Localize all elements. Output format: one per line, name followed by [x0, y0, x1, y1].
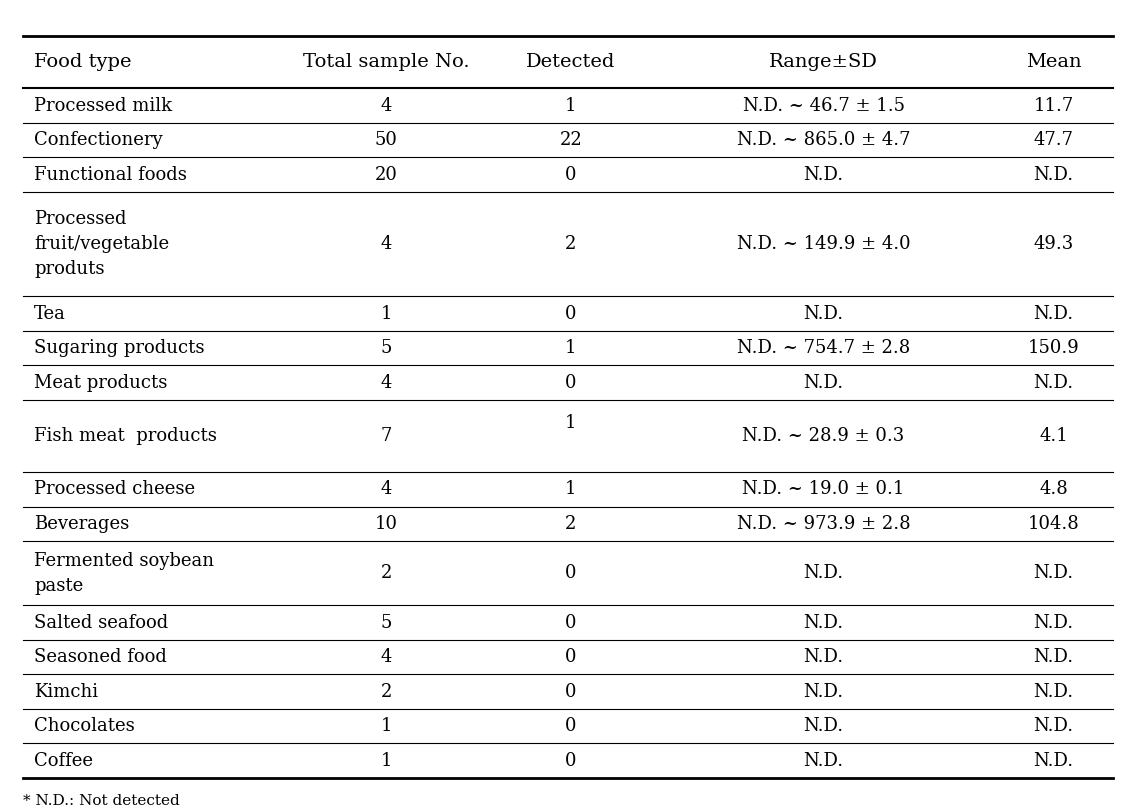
- Text: N.D.: N.D.: [1034, 565, 1074, 582]
- Text: 0: 0: [565, 752, 577, 770]
- Text: 0: 0: [565, 373, 577, 391]
- Text: 4: 4: [381, 373, 392, 391]
- Text: N.D.: N.D.: [803, 614, 844, 632]
- Text: Chocolates: Chocolates: [34, 717, 135, 735]
- Text: N.D.: N.D.: [803, 752, 844, 770]
- Text: N.D. ~ 28.9 ± 0.3: N.D. ~ 28.9 ± 0.3: [743, 427, 904, 445]
- Text: 4.1: 4.1: [1039, 427, 1068, 445]
- Text: N.D. ~ 865.0 ± 4.7: N.D. ~ 865.0 ± 4.7: [737, 131, 910, 149]
- Text: 0: 0: [565, 717, 577, 735]
- Text: N.D.: N.D.: [1034, 683, 1074, 701]
- Text: Coffee: Coffee: [34, 752, 93, 770]
- Text: N.D.: N.D.: [803, 717, 844, 735]
- Text: N.D.: N.D.: [1034, 648, 1074, 666]
- Text: Seasoned food: Seasoned food: [34, 648, 167, 666]
- Text: 4: 4: [381, 235, 392, 253]
- Text: 11.7: 11.7: [1034, 96, 1074, 114]
- Text: Tea: Tea: [34, 305, 66, 322]
- Text: Confectionery: Confectionery: [34, 131, 162, 149]
- Text: N.D.: N.D.: [803, 565, 844, 582]
- Text: 47.7: 47.7: [1034, 131, 1074, 149]
- Text: N.D.: N.D.: [803, 648, 844, 666]
- Text: 4: 4: [381, 96, 392, 114]
- Text: Functional foods: Functional foods: [34, 165, 187, 184]
- Text: Range±SD: Range±SD: [769, 53, 878, 71]
- Text: Total sample No.: Total sample No.: [303, 53, 469, 71]
- Text: 22: 22: [559, 131, 583, 149]
- Text: Meat products: Meat products: [34, 373, 167, 391]
- Text: N.D.: N.D.: [1034, 614, 1074, 632]
- Text: 4.8: 4.8: [1039, 480, 1068, 498]
- Text: Sugaring products: Sugaring products: [34, 339, 204, 357]
- Text: N.D. ~ 19.0 ± 0.1: N.D. ~ 19.0 ± 0.1: [743, 480, 904, 498]
- Text: Mean: Mean: [1026, 53, 1081, 71]
- Text: N.D.: N.D.: [1034, 717, 1074, 735]
- Text: N.D. ~ 46.7 ± 1.5: N.D. ~ 46.7 ± 1.5: [743, 96, 904, 114]
- Text: 4: 4: [381, 480, 392, 498]
- Text: 49.3: 49.3: [1034, 235, 1074, 253]
- Text: N.D.: N.D.: [803, 305, 844, 322]
- Text: Detected: Detected: [526, 53, 616, 71]
- Text: 0: 0: [565, 683, 577, 701]
- Text: 1: 1: [381, 752, 392, 770]
- Text: N.D.: N.D.: [803, 165, 844, 184]
- Text: Fermented soybean
paste: Fermented soybean paste: [34, 552, 214, 595]
- Text: N.D. ~ 149.9 ± 4.0: N.D. ~ 149.9 ± 4.0: [737, 235, 910, 253]
- Text: 5: 5: [381, 614, 392, 632]
- Text: N.D.: N.D.: [1034, 373, 1074, 391]
- Text: 10: 10: [375, 515, 398, 533]
- Text: N.D. ~ 754.7 ± 2.8: N.D. ~ 754.7 ± 2.8: [737, 339, 910, 357]
- Text: 2: 2: [381, 683, 392, 701]
- Text: 2: 2: [381, 565, 392, 582]
- Text: Fish meat  products: Fish meat products: [34, 427, 217, 445]
- Text: 1: 1: [565, 414, 577, 433]
- Text: 50: 50: [375, 131, 398, 149]
- Text: 104.8: 104.8: [1028, 515, 1079, 533]
- Text: 150.9: 150.9: [1028, 339, 1079, 357]
- Text: 1: 1: [565, 96, 577, 114]
- Text: Kimchi: Kimchi: [34, 683, 98, 701]
- Text: 5: 5: [381, 339, 392, 357]
- Text: 2: 2: [565, 235, 577, 253]
- Text: 2: 2: [565, 515, 577, 533]
- Text: 4: 4: [381, 648, 392, 666]
- Text: Beverages: Beverages: [34, 515, 130, 533]
- Text: 0: 0: [565, 614, 577, 632]
- Text: N.D.: N.D.: [803, 373, 844, 391]
- Text: N.D. ~ 973.9 ± 2.8: N.D. ~ 973.9 ± 2.8: [737, 515, 910, 533]
- Text: Processed
fruit/vegetable
produts: Processed fruit/vegetable produts: [34, 210, 169, 278]
- Text: 0: 0: [565, 565, 577, 582]
- Text: * N.D.: Not detected: * N.D.: Not detected: [23, 794, 179, 808]
- Text: 0: 0: [565, 305, 577, 322]
- Text: Salted seafood: Salted seafood: [34, 614, 168, 632]
- Text: N.D.: N.D.: [803, 683, 844, 701]
- Text: 7: 7: [381, 427, 392, 445]
- Text: 0: 0: [565, 648, 577, 666]
- Text: 1: 1: [381, 717, 392, 735]
- Text: Processed milk: Processed milk: [34, 96, 173, 114]
- Text: 20: 20: [375, 165, 398, 184]
- Text: 1: 1: [381, 305, 392, 322]
- Text: N.D.: N.D.: [1034, 165, 1074, 184]
- Text: N.D.: N.D.: [1034, 752, 1074, 770]
- Text: 1: 1: [565, 339, 577, 357]
- Text: 0: 0: [565, 165, 577, 184]
- Text: N.D.: N.D.: [1034, 305, 1074, 322]
- Text: Food type: Food type: [34, 53, 132, 71]
- Text: Processed cheese: Processed cheese: [34, 480, 195, 498]
- Text: 1: 1: [565, 480, 577, 498]
